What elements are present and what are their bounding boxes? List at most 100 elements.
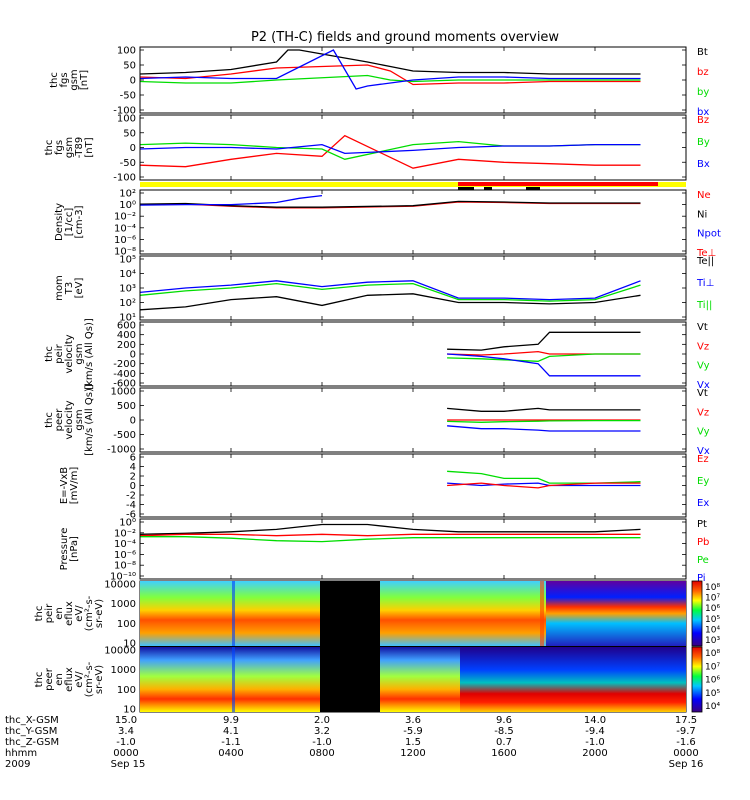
row-label-x: thc_X-GSM: [5, 715, 59, 726]
panel-7-ylabel: E=-VxB[mV/m]: [59, 467, 80, 505]
legend-Vx: Vx: [697, 380, 710, 391]
ylabel-line: [nPa]: [69, 536, 80, 562]
series-Vy: [447, 353, 641, 362]
ytick-label: 10¹: [119, 313, 136, 324]
date-end: Sep 16: [669, 759, 704, 770]
ytick-label: 10⁻¹⁰: [110, 572, 136, 583]
series-Te||: [139, 293, 641, 311]
ylabel-line: Pressure: [59, 528, 70, 571]
ytick-label: 6: [130, 453, 136, 464]
ytick-label: 0: [130, 76, 136, 87]
legend-Ti⊥: Ti⊥: [696, 278, 714, 289]
time-col-value: -9.7: [676, 726, 696, 737]
ylabel-line: (cm²-s-: [84, 661, 95, 697]
time-col-value: 3.2: [314, 726, 330, 737]
ytick-label: -600: [113, 379, 136, 390]
legend-Vz: Vz: [697, 407, 709, 418]
ytick-label: 10⁰: [119, 518, 136, 529]
ytick-label: 600: [117, 321, 136, 332]
ylabel-line: gsm: [74, 409, 85, 430]
time-col-value: 0.7: [496, 737, 512, 748]
colorbar-tick: 10⁴: [705, 625, 720, 635]
legend-Vx: Vx: [697, 446, 710, 457]
ylabel-line: thc: [34, 672, 45, 688]
ytick-label: -200: [113, 359, 136, 370]
legend-Pb: Pb: [697, 537, 709, 548]
ylabel-line: [km/s (All Qs)]: [84, 318, 95, 390]
ytick-label: 0: [130, 350, 136, 361]
ylabel-line: gsm: [64, 137, 75, 158]
legend-Vt: Vt: [697, 388, 708, 399]
ytick-label: 10⁻⁶: [114, 235, 136, 246]
time-col-value: 1600: [491, 748, 516, 759]
ytick-label: 10⁻⁴: [114, 539, 136, 550]
ytick-label: 1000: [111, 599, 136, 610]
time-col-value: 14.0: [584, 715, 606, 726]
colorbar-tick: 10⁸: [705, 649, 720, 659]
panel-3-frame: [139, 189, 687, 255]
legend-Vy: Vy: [697, 427, 710, 438]
legend-Vz: Vz: [697, 341, 709, 352]
ytick-label: 10⁰: [119, 200, 136, 211]
ytick-label: 100: [117, 114, 136, 125]
series-by: [139, 74, 641, 84]
legend-Pt: Pt: [697, 519, 707, 530]
time-col-value: -1.1: [221, 737, 241, 748]
panel-5: thcpeirvelocitygsm[km/s (All Qs)] 6004002…: [44, 318, 710, 391]
ylabel-line: peir: [54, 343, 65, 363]
panel-9-ylabel: thcpeirenefluxeV/(cm²-s-sr-eV): [34, 595, 105, 631]
panel-5-ylabel: thcpeirvelocitygsm[km/s (All Qs)]: [44, 318, 95, 390]
series-Ez: [447, 482, 641, 489]
time-col-value: 4.1: [223, 726, 239, 737]
ytick-label: 10: [123, 639, 136, 650]
time-col-value: -1.0: [312, 737, 332, 748]
ylabel-line: sr-eV): [94, 599, 105, 628]
time-col-value: 2000: [582, 748, 607, 759]
ytick-label: -6: [126, 510, 136, 521]
time-col-value: -1.6: [676, 737, 696, 748]
ylabel-line: Density: [54, 203, 65, 241]
ylabel-line: velocity: [64, 334, 75, 373]
ylabel-line: en: [54, 673, 65, 686]
ytick-label: -2: [126, 491, 136, 502]
ytick-label: 0: [130, 416, 136, 427]
series-Pe: [140, 536, 641, 543]
status-bar-black-c: [526, 187, 540, 190]
ylabel-line: [eV]: [74, 278, 85, 299]
ytick-label: 10⁵: [119, 255, 136, 266]
ytick-label: -500: [113, 430, 136, 441]
time-col-value: -8.5: [494, 726, 514, 737]
ylabel-line: peer: [44, 667, 55, 691]
ylabel-line: velocity: [64, 400, 75, 439]
panel-3: Density[1/cc][cm-3] 10²10⁰10⁻²10⁻⁴10⁻⁶10⁻…: [54, 189, 721, 260]
legend-Te⊥: Te⊥: [696, 248, 716, 259]
ylabel-line: (cm²-s-: [84, 595, 95, 631]
row-label-y: thc_Y-GSM: [5, 726, 57, 737]
ytick-label: -4: [126, 500, 136, 511]
legend-Vy: Vy: [697, 361, 710, 372]
ytick-label: 100: [117, 685, 136, 696]
time-col-value: 0000: [113, 748, 138, 759]
status-bar-yellow: [140, 182, 686, 187]
colorbar-tick: 10⁵: [705, 689, 720, 699]
date-start: Sep 15: [111, 759, 146, 770]
ylabel-line: eV/: [74, 671, 85, 688]
panel-2: thcfgsgsm-T89[nT] 100 50 0 -50 -100 Bz By Bx: [44, 114, 710, 184]
status-bar-black-a: [458, 187, 474, 190]
time-col-value: 3.6: [405, 715, 421, 726]
time-col-value: 0400: [218, 748, 243, 759]
ytick-label: 1000: [111, 387, 136, 398]
ytick-label: 200: [117, 340, 136, 351]
time-col-value: 15.0: [115, 715, 137, 726]
ytick-label: -100: [113, 173, 136, 184]
series-Ti||: [139, 282, 641, 302]
colorbar-tick: 10⁷: [705, 594, 720, 604]
time-col-value: 9.6: [496, 715, 512, 726]
legend-Ex: Ex: [697, 498, 709, 509]
status-bar-red: [458, 182, 658, 186]
colorbar-tick: 10⁸: [705, 583, 720, 593]
series-Bt: [139, 49, 641, 75]
panel-10-ylabel: thcpeerenefluxeV/(cm²-s-sr-eV): [34, 661, 105, 697]
